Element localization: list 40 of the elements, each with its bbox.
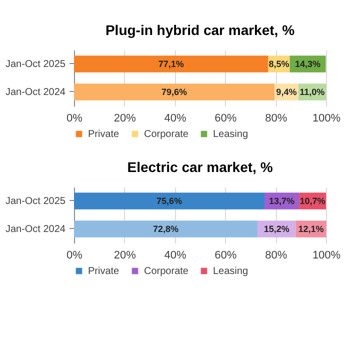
x-tick-label: 0% xyxy=(66,112,83,124)
bar xyxy=(74,192,265,210)
data-label: 13,7% xyxy=(269,196,295,206)
x-tick-label: 80% xyxy=(265,112,288,124)
data-label: 15,2% xyxy=(264,224,290,234)
legend-label: Leasing xyxy=(213,129,248,140)
data-label: 77,1% xyxy=(158,59,184,69)
legend-label: Private xyxy=(88,266,120,277)
x-tick-label: 100% xyxy=(312,250,341,262)
data-label: 75,6% xyxy=(156,196,182,206)
data-label: 9,4% xyxy=(276,87,297,97)
x-tick-label: 100% xyxy=(312,112,341,124)
chart-title: Plug-in hybrid car market, % xyxy=(105,22,296,38)
data-label: 12,1% xyxy=(298,224,324,234)
x-tick-label: 0% xyxy=(66,250,83,262)
data-label: 10,7% xyxy=(300,196,326,206)
x-tick-label: 60% xyxy=(214,250,237,262)
x-tick-label: 20% xyxy=(114,250,136,262)
bar xyxy=(74,220,258,238)
x-tick-label: 40% xyxy=(164,250,187,262)
legend-label: Corporate xyxy=(144,266,189,277)
y-tick-label: Jan-Oct 2025 xyxy=(5,59,66,70)
x-tick-label: 80% xyxy=(265,250,288,262)
legend-label: Corporate xyxy=(144,129,189,140)
data-label: 11,0% xyxy=(300,87,325,97)
bar xyxy=(74,84,275,100)
chart-title: Electric car market, % xyxy=(127,159,274,175)
x-tick-label: 40% xyxy=(164,112,187,124)
y-tick-label: Jan-Oct 2025 xyxy=(5,196,66,207)
data-label: 72,8% xyxy=(152,224,178,234)
bar xyxy=(74,56,268,72)
data-label: 79,6% xyxy=(162,87,188,97)
x-tick-label: 20% xyxy=(114,112,136,124)
legend-label: Leasing xyxy=(213,266,248,277)
y-tick-label: Jan-Oct 2024 xyxy=(5,224,66,235)
y-tick-label: Jan-Oct 2024 xyxy=(5,87,66,98)
data-label: 8,5% xyxy=(268,59,290,69)
x-tick-label: 60% xyxy=(214,112,237,124)
data-label: 14,3% xyxy=(294,59,320,69)
legend-label: Private xyxy=(88,129,120,140)
